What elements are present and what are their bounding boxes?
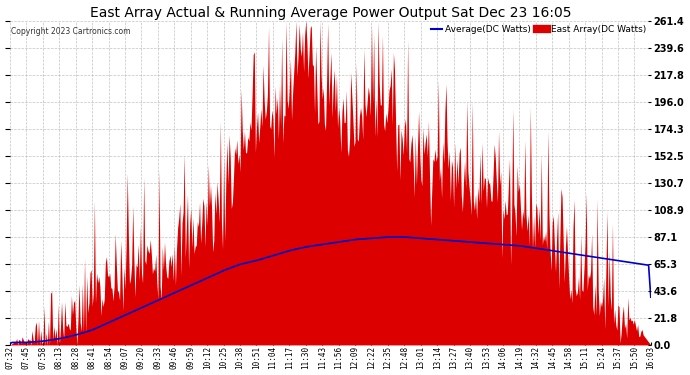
Text: Copyright 2023 Cartronics.com: Copyright 2023 Cartronics.com — [11, 27, 131, 36]
Title: East Array Actual & Running Average Power Output Sat Dec 23 16:05: East Array Actual & Running Average Powe… — [90, 6, 571, 20]
Legend: Average(DC Watts), East Array(DC Watts): Average(DC Watts), East Array(DC Watts) — [431, 25, 647, 34]
